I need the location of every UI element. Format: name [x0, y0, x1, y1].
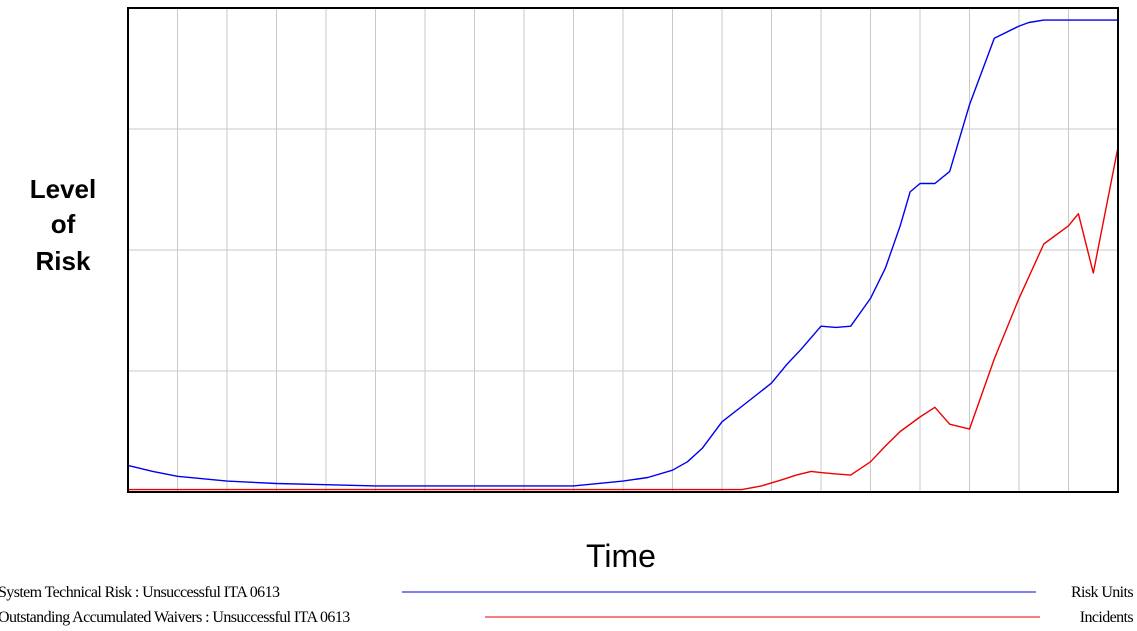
legend-series-units: Incidents	[1080, 609, 1134, 626]
plot-frame	[127, 7, 1119, 493]
legend-series-units: Risk Units	[1071, 584, 1133, 601]
legend: System Technical Risk : Unsuccessful ITA…	[0, 584, 1134, 626]
legend-item-system-technical-risk: System Technical Risk : Unsuccessful ITA…	[0, 584, 1134, 601]
y-axis-label-line-1: Level	[30, 174, 97, 204]
series-line-outstanding-waivers	[128, 146, 1119, 491]
series-line-system-technical-risk	[127, 19, 1118, 487]
series-lines	[127, 19, 1119, 491]
x-axis-label: Time	[586, 538, 656, 574]
legend-series-name: System Technical Risk : Unsuccessful ITA…	[0, 584, 280, 601]
y-axis-label-line-2: of	[51, 209, 76, 239]
legend-series-name: Outstanding Accumulated Waivers : Unsucc…	[0, 609, 350, 626]
legend-item-outstanding-waivers: Outstanding Accumulated Waivers : Unsucc…	[0, 609, 1134, 626]
y-axis-label: Level of Risk	[30, 174, 97, 276]
gridlines	[128, 8, 1118, 492]
y-axis-label-line-3: Risk	[36, 246, 91, 276]
